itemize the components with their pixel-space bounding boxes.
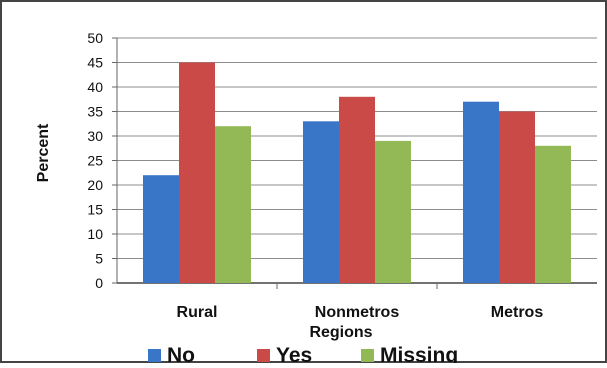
x-tick-label: Nonmetros — [315, 304, 400, 321]
legend-label-missing: Missing — [380, 344, 458, 363]
y-ticks: 0 5 10 15 20 25 30 35 40 45 50 — [87, 30, 117, 291]
x-tick-label: Rural — [177, 304, 218, 321]
x-tick-label: Metros — [491, 304, 544, 321]
y-tick-label: 40 — [87, 79, 103, 95]
legend-swatch-no — [148, 349, 161, 362]
y-tick-label: 50 — [87, 30, 103, 46]
legend: No Yes Missing — [148, 344, 458, 367]
bar-no-nonmetros — [303, 121, 339, 283]
x-ticks: Rural Nonmetros Metros — [177, 283, 544, 321]
bar-missing-rural — [215, 126, 251, 283]
legend-label-yes: Yes — [276, 344, 312, 363]
y-tick-label: 30 — [87, 128, 103, 144]
y-tick-label: 10 — [87, 226, 103, 242]
x-axis-label: Regions — [309, 324, 372, 341]
y-tick-label: 20 — [87, 177, 103, 193]
y-tick-label: 5 — [95, 251, 103, 267]
bar-yes-nonmetros — [339, 96, 375, 283]
legend-swatch-missing — [361, 349, 374, 362]
y-tick-label: 0 — [95, 275, 103, 291]
bar-no-rural — [143, 175, 179, 283]
y-tick-label: 25 — [87, 153, 103, 169]
y-tick-label: 15 — [87, 202, 103, 218]
y-axis-label: Percent — [35, 123, 52, 182]
bar-yes-rural — [179, 62, 215, 283]
bar-no-metros — [463, 101, 499, 283]
y-tick-label: 35 — [87, 104, 103, 120]
bar-missing-metros — [535, 145, 571, 283]
legend-label-no: No — [167, 344, 195, 363]
bar-yes-metros — [499, 111, 535, 283]
bar-missing-nonmetros — [375, 140, 411, 283]
legend-swatch-yes — [257, 349, 270, 362]
bars — [143, 62, 571, 283]
y-tick-label: 45 — [87, 55, 103, 71]
